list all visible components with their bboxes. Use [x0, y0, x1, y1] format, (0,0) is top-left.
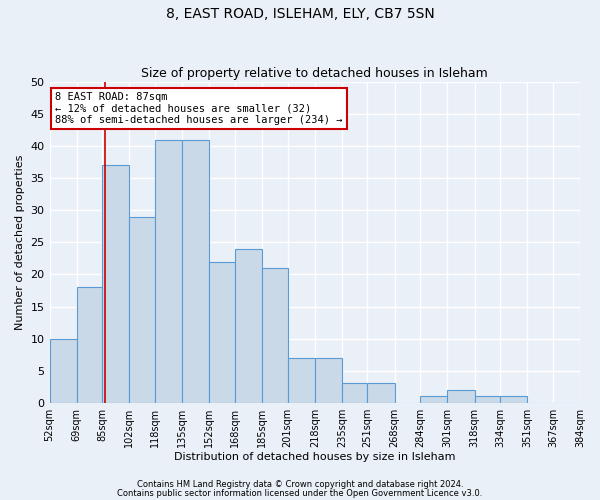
Text: Contains HM Land Registry data © Crown copyright and database right 2024.: Contains HM Land Registry data © Crown c…: [137, 480, 463, 489]
Bar: [475, 396, 500, 402]
Text: Contains public sector information licensed under the Open Government Licence v3: Contains public sector information licen…: [118, 488, 482, 498]
Bar: [342, 384, 367, 402]
Bar: [130, 216, 155, 402]
Text: 8, EAST ROAD, ISLEHAM, ELY, CB7 5SN: 8, EAST ROAD, ISLEHAM, ELY, CB7 5SN: [166, 8, 434, 22]
Bar: [315, 358, 342, 403]
Bar: [77, 288, 102, 403]
Bar: [50, 338, 77, 402]
Bar: [102, 166, 130, 402]
Bar: [420, 396, 448, 402]
Bar: [500, 396, 527, 402]
Bar: [262, 268, 287, 402]
Bar: [155, 140, 182, 402]
Bar: [367, 384, 395, 402]
Bar: [235, 249, 262, 402]
Title: Size of property relative to detached houses in Isleham: Size of property relative to detached ho…: [142, 66, 488, 80]
Y-axis label: Number of detached properties: Number of detached properties: [15, 154, 25, 330]
Text: 8 EAST ROAD: 87sqm
← 12% of detached houses are smaller (32)
88% of semi-detache: 8 EAST ROAD: 87sqm ← 12% of detached hou…: [55, 92, 343, 125]
Bar: [209, 262, 235, 402]
X-axis label: Distribution of detached houses by size in Isleham: Distribution of detached houses by size …: [174, 452, 455, 462]
Bar: [182, 140, 209, 402]
Bar: [448, 390, 475, 402]
Bar: [287, 358, 315, 403]
